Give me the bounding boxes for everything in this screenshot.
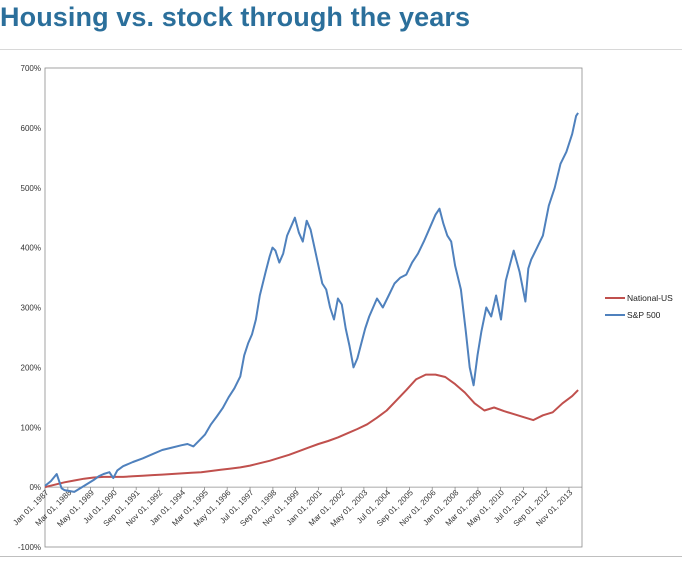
series-line-national-us xyxy=(44,373,579,489)
legend-label: National-US xyxy=(627,293,673,303)
y-tick-label: 700% xyxy=(21,64,41,73)
page-title: Housing vs. stock through the years xyxy=(0,2,471,32)
y-axis: -100% 0% 100% 200% 300% 400% 500% 600% 700% xyxy=(18,64,41,552)
plot-area-border xyxy=(44,67,583,548)
y-tick-label: 0% xyxy=(29,483,41,492)
legend-label: S&P 500 xyxy=(627,310,661,320)
y-tick-label: 300% xyxy=(21,304,41,313)
y-tick-label: 100% xyxy=(21,423,41,432)
y-tick-label: 500% xyxy=(21,184,41,193)
series-line-sp500 xyxy=(44,112,579,493)
legend: National-US S&P 500 xyxy=(605,293,673,320)
y-tick-label: 400% xyxy=(21,244,41,253)
footer-divider xyxy=(0,556,682,557)
y-tick-label: -100% xyxy=(18,543,41,552)
series-lines xyxy=(44,112,579,493)
y-tick-label: 200% xyxy=(21,363,41,372)
y-tick-label: 600% xyxy=(21,124,41,133)
header-divider xyxy=(0,49,682,50)
